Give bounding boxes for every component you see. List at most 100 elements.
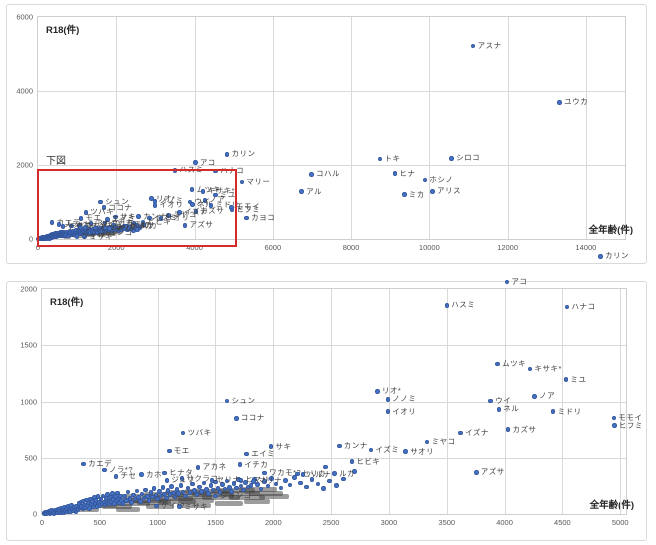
x-tick-label: 3000 — [380, 518, 398, 527]
data-point-label: サオリ — [410, 446, 435, 456]
data-point-label: サキ — [119, 211, 136, 221]
data-point — [327, 478, 332, 484]
data-point — [78, 216, 84, 221]
data-point — [208, 203, 214, 208]
x-tick-label: 8000 — [342, 243, 360, 252]
data-point — [185, 485, 190, 491]
data-point-label: リオ* — [381, 386, 402, 396]
data-point-label: ヒマリ — [245, 475, 270, 485]
data-point — [402, 192, 407, 197]
overlapping-labels-smudge — [96, 232, 107, 237]
data-point-label: ユウカ — [564, 97, 589, 107]
overlapping-labels-smudge — [157, 498, 196, 504]
data-point — [150, 494, 155, 500]
x-tick-label: 0 — [35, 243, 41, 252]
data-point — [134, 223, 140, 228]
data-point — [164, 495, 169, 501]
data-point-label: エイミ — [251, 448, 276, 458]
data-point-label: ミユ — [570, 374, 587, 384]
data-point-label: ノラ*? — [108, 465, 134, 475]
data-point — [213, 493, 218, 499]
x-tick-label: 2000 — [107, 243, 125, 252]
data-point-label: マリナ — [258, 476, 283, 486]
data-point — [349, 459, 355, 464]
data-point — [179, 476, 185, 481]
data-point-label: カリン — [231, 149, 256, 159]
data-point — [107, 226, 112, 231]
data-point — [105, 217, 110, 222]
data-point-label: ノノミ — [392, 394, 417, 404]
data-point-label: セリカ — [128, 220, 153, 230]
data-point-label: ヒナタ — [83, 220, 108, 230]
data-point-label: シロコ — [456, 153, 481, 163]
data-point-label: ケイ*? — [81, 231, 106, 241]
data-point-label: イズナ — [184, 207, 208, 217]
data-point — [204, 487, 209, 492]
data-point-label: イズミ — [375, 444, 400, 454]
data-point — [321, 486, 326, 491]
data-point — [243, 480, 248, 485]
data-point — [157, 489, 162, 494]
data-point — [177, 504, 182, 509]
data-point — [304, 484, 309, 490]
data-point — [139, 491, 145, 497]
data-point-label: エイミ — [111, 214, 136, 224]
data-point — [299, 189, 304, 194]
overlapping-labels-smudge — [244, 498, 271, 504]
data-point-label: ハルナ — [130, 221, 155, 231]
data-point-label: ツバキ — [187, 428, 212, 437]
gridline-x — [351, 17, 353, 239]
overlapping-labels-smudge — [259, 494, 290, 500]
data-point — [334, 483, 339, 488]
data-point — [234, 416, 239, 421]
top-scatter-chart[interactable]: R18(件) 全年齢(件) 下図 0 2000 4000 6000 8000 10000 1… — [6, 4, 647, 264]
data-point — [195, 465, 201, 470]
data-point — [140, 219, 146, 225]
data-point — [136, 214, 141, 219]
data-point-label: カエデ — [88, 458, 113, 468]
data-point — [220, 482, 225, 487]
data-point-label: ハルナ — [307, 469, 332, 479]
data-point — [154, 503, 159, 509]
data-point — [209, 478, 215, 483]
data-point — [422, 177, 428, 183]
data-point-label: キサキ* — [207, 186, 236, 196]
data-point — [488, 398, 493, 404]
data-point-label: アスナ — [477, 40, 502, 50]
data-point — [262, 479, 267, 484]
x-tick-label: 12000 — [497, 243, 519, 252]
data-point — [598, 254, 603, 259]
data-point-label: サクラコ — [186, 473, 219, 483]
data-point — [176, 491, 181, 496]
data-point — [208, 483, 214, 488]
y-tick-label: 500 — [24, 453, 37, 463]
data-point-label: チセ — [67, 221, 84, 231]
data-point — [49, 220, 55, 225]
overlapping-labels-smudge — [180, 502, 211, 508]
data-point — [229, 207, 234, 213]
data-point — [206, 491, 211, 496]
data-point — [200, 189, 206, 194]
data-point — [78, 225, 83, 231]
data-point — [81, 461, 86, 467]
data-point — [201, 480, 207, 486]
data-point-label: シュン — [231, 395, 256, 405]
data-point-label: ヒフミ — [236, 204, 261, 214]
data-point-label: ツバキ — [90, 207, 115, 217]
zoom-region-red-box — [37, 169, 237, 247]
data-point-label: アカネ — [202, 462, 227, 472]
data-point-label: ヒマリ — [109, 222, 134, 232]
data-point — [174, 487, 180, 492]
data-point-label: ココナ — [240, 413, 265, 423]
data-point — [190, 202, 195, 207]
bottom-scatter-chart[interactable]: R18(件) 全年齢(件) 0 500 1000 1500 2000 2500 3000 35… — [6, 251, 647, 541]
data-point — [187, 199, 193, 205]
data-point — [180, 489, 186, 495]
data-point — [385, 397, 391, 402]
data-point — [470, 43, 476, 49]
data-point — [183, 493, 188, 499]
data-point — [82, 234, 87, 239]
x-axis-title: 全年齢(件) — [589, 500, 634, 511]
top-plot-area: R18(件) 全年齢(件) 下図 0 2000 4000 6000 8000 10000 1… — [16, 13, 633, 253]
